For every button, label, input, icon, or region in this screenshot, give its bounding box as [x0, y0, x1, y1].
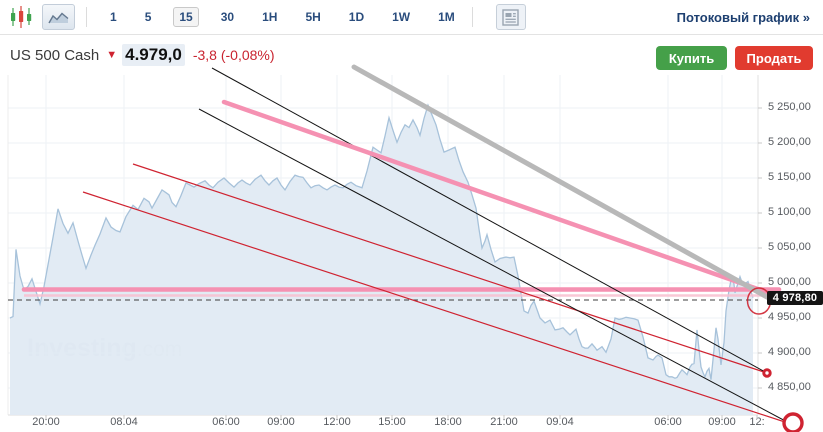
y-axis-label: 5 000,00 [768, 276, 811, 288]
chevron-right-icon: » [802, 9, 810, 25]
toolbar-separator [86, 7, 87, 27]
x-axis-label: 08.04 [110, 416, 138, 428]
sell-button[interactable]: Продать [735, 46, 813, 70]
x-axis-label: 15:00 [378, 416, 406, 428]
x-axis-label: 09:00 [267, 416, 295, 428]
timeframe-1H[interactable]: 1H [262, 10, 278, 24]
x-axis-label: 12:00 [323, 416, 351, 428]
y-axis-label: 4 900,00 [768, 346, 811, 358]
last-price-axis-label: 4 978,80 [767, 291, 823, 305]
black-channel-lower [198, 108, 792, 425]
timeframe-1W[interactable]: 1W [392, 10, 411, 24]
timeframe-15[interactable]: 15 [173, 7, 199, 27]
y-axis-label: 5 100,00 [768, 206, 811, 218]
area-glyph [48, 12, 69, 24]
x-axis-label: 09.04 [546, 416, 574, 428]
black-channel-upper [211, 67, 768, 374]
red-channel-lower [82, 191, 792, 425]
streaming-chart-link[interactable]: Потоковый график » [677, 10, 810, 25]
chart-toolbar: 1 5 15 30 1H 5H 1D 1W 1M Потоковый график » [0, 0, 823, 35]
investing-watermark: Investing.com [27, 334, 183, 362]
gray-trendline [351, 64, 779, 305]
price-change: -3,8 (-0,08%) [192, 47, 275, 63]
timeframe-1[interactable]: 1 [110, 10, 117, 24]
y-axis-label: 5 200,00 [768, 136, 811, 148]
x-axis-label: 12: [749, 416, 765, 428]
x-axis-label: 06:00 [212, 416, 240, 428]
chart-canvas[interactable] [0, 60, 823, 432]
candlestick-glyph [11, 6, 32, 28]
y-axis-label: 5 150,00 [768, 171, 811, 183]
channel-target-dot [762, 368, 772, 378]
buy-button[interactable]: Купить [656, 46, 727, 70]
toolbar-separator [471, 7, 473, 27]
news-layout-icon[interactable] [495, 4, 526, 30]
streaming-chart-label: Потоковый график [676, 9, 800, 25]
y-axis-label: 4 850,00 [768, 381, 811, 393]
last-price: 4.979,0 [122, 44, 185, 66]
timeframe-5[interactable]: 5 [144, 10, 152, 24]
timeframe-1M[interactable]: 1M [438, 10, 455, 24]
x-axis-label: 06:00 [654, 416, 682, 428]
timeframe-30[interactable]: 30 [220, 10, 235, 24]
news-glyph [502, 8, 519, 26]
channel-target-circle [782, 412, 804, 432]
pink-trendline [221, 99, 775, 297]
candlestick-chart-icon[interactable] [9, 5, 33, 29]
x-axis-label: 20:00 [32, 416, 60, 428]
x-axis-label: 18:00 [434, 416, 462, 428]
timeframe-5H[interactable]: 5H [305, 10, 321, 24]
timeframe-row: 1 5 15 30 1H 5H 1D 1W 1M [104, 7, 461, 27]
y-axis-label: 5 250,00 [768, 101, 811, 113]
price-area-fill [10, 105, 753, 415]
instrument-name: US 500 Cash [10, 46, 100, 64]
area-chart-icon[interactable] [42, 4, 75, 30]
y-axis-label: 5 050,00 [768, 241, 811, 253]
price-down-arrow-icon: ▼ [106, 49, 118, 61]
y-axis-label: 4 950,00 [768, 311, 811, 323]
x-axis-label: 21:00 [490, 416, 518, 428]
timeframe-1D[interactable]: 1D [348, 10, 365, 24]
red-channel-upper [132, 163, 768, 374]
